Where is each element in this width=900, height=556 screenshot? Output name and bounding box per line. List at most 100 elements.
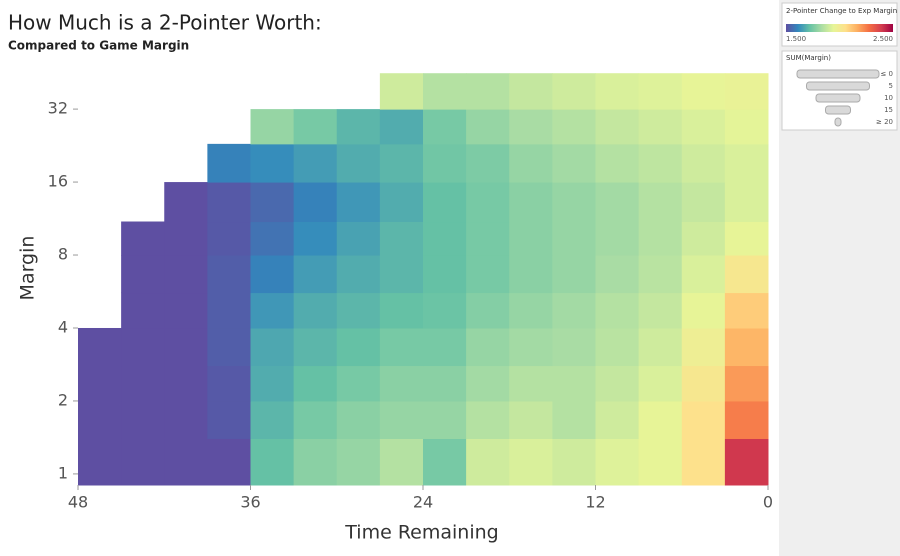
heat-cell [293,400,338,439]
heat-cell [423,438,467,486]
heat-cell [250,400,295,439]
heat-cell [595,365,640,402]
heat-cell [466,327,510,367]
x-tick-label: 36 [240,493,260,512]
heat-cell [336,400,381,439]
heat-cell [379,292,424,329]
heat-cell [509,255,553,294]
heat-cell [293,255,338,294]
x-tick-label: 24 [413,493,433,512]
heat-cell [638,292,683,329]
heat-cell [509,327,553,367]
heat-cell [78,327,122,367]
heat-cell [681,143,726,183]
heat-cell [638,400,683,439]
heat-cell [724,292,769,329]
heat-cell [466,221,510,256]
heat-cell [423,182,467,223]
heat-cell [681,73,726,110]
heat-cell [423,221,467,256]
heat-cell [379,143,424,183]
size-legend-label: 5 [889,82,893,90]
heat-cell [379,365,424,402]
heat-cell [638,365,683,402]
heat-cell [293,143,338,183]
size-legend-title: SUM(Margin) [786,54,831,62]
heat-cell [638,143,683,183]
heat-cell [724,400,769,439]
heat-cell [379,327,424,367]
heat-cell [638,182,683,223]
heat-cell [595,400,640,439]
heat-cell [336,182,381,223]
heat-cell [293,438,338,486]
heat-cell [552,365,596,402]
heat-cell [207,400,251,439]
heat-cell [207,327,251,367]
heat-cell [121,221,165,256]
heat-cell [552,109,596,145]
heat-cell [250,109,295,145]
heat-cell [724,365,769,402]
heat-cell [595,73,640,110]
heat-cell [552,73,596,110]
heat-cell [164,327,208,367]
heat-cell [121,365,165,402]
heat-cell [681,438,726,486]
heat-cell [466,438,510,486]
heat-cell [164,365,208,402]
heat-cell [466,255,510,294]
heat-cell [423,400,467,439]
heat-cell [466,182,510,223]
size-legend-label: 15 [884,106,893,114]
heat-cell [509,73,553,110]
heat-cell [681,400,726,439]
heat-cell [250,365,295,402]
heat-cell [250,221,295,256]
heat-cell [336,327,381,367]
size-legend-mark [815,93,861,103]
heat-cell [121,438,165,486]
heat-cell [638,221,683,256]
heat-cell [724,327,769,367]
heat-cell [509,438,553,486]
heat-cell [336,292,381,329]
color-legend-label: 2.500 [873,35,893,43]
y-tick-label: 8 [58,245,68,264]
heat-cell [638,327,683,367]
x-tick-label: 0 [763,493,773,512]
heat-cell [78,438,122,486]
heat-cell [423,292,467,329]
heat-cell [423,73,467,110]
color-legend-label: 1.500 [786,35,806,43]
heat-cell [509,365,553,402]
heat-cell [509,400,553,439]
heat-cell [681,109,726,145]
heat-cell [336,221,381,256]
heat-cell [164,438,208,486]
heat-cell [681,292,726,329]
x-tick-label: 12 [585,493,605,512]
heat-cell [164,400,208,439]
heat-cell [336,438,381,486]
heat-cell [595,292,640,329]
heat-cell [250,255,295,294]
heat-cell [595,109,640,145]
heat-cell [595,255,640,294]
heat-cell [552,327,596,367]
heat-cell [466,109,510,145]
heat-cell [207,292,251,329]
heat-cell [595,143,640,183]
heat-cell [724,255,769,294]
heat-cell [379,438,424,486]
heat-cell [423,327,467,367]
heat-cell [681,255,726,294]
heat-cell [638,73,683,110]
heat-cell [78,400,122,439]
heat-cell [379,255,424,294]
heat-cell [293,292,338,329]
heat-cell [164,292,208,329]
heat-cell [293,182,338,223]
heat-cell [207,438,251,486]
